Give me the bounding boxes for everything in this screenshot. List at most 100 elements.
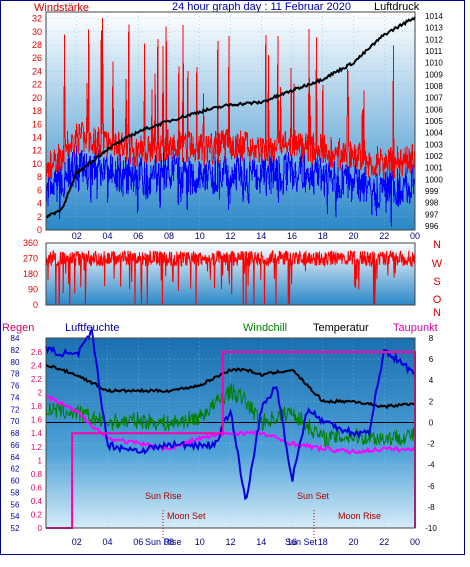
x-tick: 00 — [410, 537, 420, 547]
temperature-tick: -10 — [425, 524, 437, 533]
temperature-tick: 2 — [429, 397, 434, 406]
humidity-tick: 74 — [11, 393, 20, 402]
temperature-line — [45, 363, 416, 410]
rain-tick: 1.6 — [31, 416, 43, 425]
legend-windchill: Windchill — [243, 322, 287, 334]
pressure-tick: 1005 — [425, 117, 443, 126]
wind-tick: 18 — [32, 106, 42, 116]
chart-title: 24 hour graph day : 11 Februar 2020 — [172, 1, 351, 13]
sun-set-x-label: Sun Set — [285, 537, 318, 547]
sun-rise-label: Sun Rise — [145, 491, 182, 501]
climate-frame — [45, 337, 416, 529]
temperature-tick-labels: -10 -8 -6 -4 -2 0 2 4 6 8 — [425, 334, 437, 533]
rain-tick: 1 — [38, 456, 43, 465]
pressure-tick: 1009 — [425, 70, 443, 79]
pressure-tick: 1014 — [425, 12, 443, 21]
wind-tick: 32 — [32, 14, 42, 24]
temperature-tick: -4 — [427, 461, 435, 470]
rain-tick: 0.2 — [31, 510, 43, 519]
x-tick: 10 — [195, 231, 205, 241]
humidity-line — [45, 326, 416, 501]
humidity-tick: 70 — [11, 417, 20, 426]
pressure-tick: 1010 — [425, 59, 443, 68]
x-tick: 12 — [225, 231, 235, 241]
rain-tick: 0.8 — [31, 470, 43, 479]
direction-letter: N — [433, 239, 441, 251]
direction-letter: N — [433, 307, 441, 319]
wind-tick: 2 — [37, 212, 42, 222]
direction-line — [45, 249, 416, 305]
x-tick: 18 — [318, 537, 328, 547]
humidity-tick: 56 — [11, 500, 20, 509]
x-tick: 22 — [379, 537, 389, 547]
humidity-tick: 78 — [11, 370, 20, 379]
wind-tick: 24 — [32, 66, 42, 76]
wind-tick: 8 — [37, 172, 42, 182]
rain-tick: 2.4 — [31, 362, 43, 371]
pressure-tick: 1003 — [425, 140, 443, 149]
x-tick: 16 — [287, 537, 297, 547]
pressure-axis-label: Luftdruck — [374, 1, 420, 13]
temperature-tick: 6 — [429, 355, 434, 364]
wind-axis-label: Windstärke — [34, 2, 89, 14]
wind-tick: 4 — [37, 199, 42, 209]
pressure-tick: 998 — [425, 199, 439, 208]
direction-letter: W — [432, 258, 443, 270]
x-tick: 16 — [287, 231, 297, 241]
x-tick: 12 — [225, 537, 235, 547]
wind-tick: 16 — [32, 119, 42, 129]
wind-tick: 28 — [32, 40, 42, 50]
pressure-tick: 1006 — [425, 105, 443, 114]
wind-min-line — [45, 145, 416, 227]
x-tick: 20 — [348, 537, 358, 547]
x-tick: 18 — [318, 231, 328, 241]
pressure-tick: 1004 — [425, 129, 443, 138]
pressure-tick: 1012 — [425, 35, 443, 44]
pressure-tick: 1002 — [425, 152, 443, 161]
x-tick: 06 — [133, 231, 143, 241]
x-tick: 20 — [348, 231, 358, 241]
legend-temperatur: Temperatur — [313, 322, 369, 334]
x-tick: 22 — [379, 231, 389, 241]
humidity-tick: 76 — [11, 382, 20, 391]
pressure-tick: 1007 — [425, 94, 443, 103]
rain-tick-labels: 0 0.2 0.4 0.6 0.8 1 1.2 1.4 1.6 1.8 2 2.2 2.4 2.6 — [31, 348, 43, 533]
wind-series — [45, 16, 416, 227]
rain-tick: 1.8 — [31, 402, 43, 411]
wind-tick: 14 — [32, 133, 42, 143]
pressure-tick: 997 — [425, 210, 439, 219]
humidity-tick: 82 — [11, 346, 20, 355]
x-tick: 02 — [72, 537, 82, 547]
rain-tick: 1.4 — [31, 429, 43, 438]
humidity-tick: 60 — [11, 477, 20, 486]
direction-tick: 360 — [23, 238, 38, 248]
moon-rise-label: Moon Rise — [338, 511, 381, 521]
sun-set-label: Sun Set — [297, 491, 330, 501]
moon-set-label: Moon Set — [167, 511, 206, 521]
outer-frame — [0, 0, 465, 555]
x-tick-labels-bottom: 02 04 06 08 10 12 14 16 18 20 22 00 — [72, 537, 420, 547]
pressure-tick-labels: 996 997 998 999 1000 1001 1002 1003 1004 1005 1006… — [425, 12, 443, 231]
wind-tick: 6 — [37, 185, 42, 195]
wind-tick: 10 — [32, 159, 42, 169]
direction-plot-area — [46, 243, 415, 305]
x-tick: 04 — [102, 537, 112, 547]
x-tick: 14 — [256, 537, 266, 547]
sun-rise-x-label: Sun Rise — [145, 537, 182, 547]
x-tick: 08 — [164, 231, 174, 241]
humidity-tick: 80 — [11, 358, 20, 367]
wind-tick: 26 — [32, 53, 42, 63]
direction-tick: 90 — [28, 285, 38, 295]
rain-tick: 0.4 — [31, 497, 43, 506]
pressure-tick: 1001 — [425, 164, 443, 173]
pressure-tick: 1011 — [425, 47, 443, 56]
pressure-line — [45, 16, 416, 219]
pressure-tick: 1008 — [425, 82, 443, 91]
windchill-line — [45, 383, 416, 448]
humidity-tick: 62 — [11, 465, 20, 474]
wind-tick: 0 — [37, 225, 42, 235]
direction-series — [45, 249, 416, 305]
pressure-tick: 996 — [425, 222, 439, 231]
